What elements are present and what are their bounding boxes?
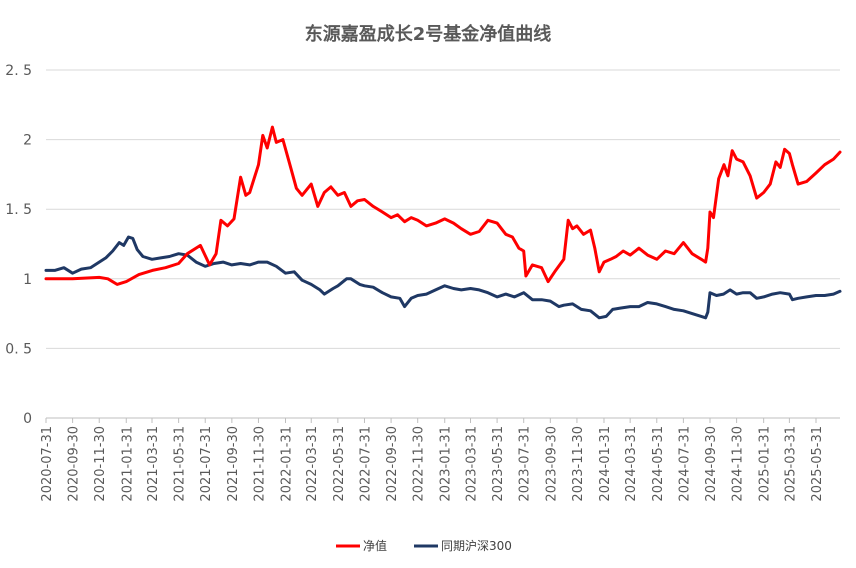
x-tick-label: 2023-03-31 (464, 426, 479, 502)
x-tick-label: 2025-05-31 (810, 426, 825, 502)
x-tick-label: 2022-05-31 (332, 426, 347, 502)
legend: 净值 同期沪深300 (336, 538, 512, 553)
x-tick-label: 2025-01-31 (758, 426, 773, 502)
x-tick-label: 2024-01-31 (598, 426, 613, 502)
x-tick-label: 2022-01-31 (280, 426, 295, 502)
x-tick-label: 2022-03-31 (305, 426, 320, 502)
x-tick-label: 2023-11-30 (571, 426, 586, 502)
x-tick-label: 2020-07-31 (40, 426, 55, 502)
y-tick-label: 0. 5 (5, 341, 32, 357)
x-tick-label: 2021-09-30 (226, 426, 241, 502)
x-tick-label: 2022-09-30 (385, 426, 400, 502)
y-axis-ticks: 0 0. 5 1 1. 5 2 2. 5 (5, 63, 32, 427)
x-tick-label: 2021-01-31 (120, 426, 135, 502)
legend-label: 净值 (363, 538, 387, 553)
x-tick-label: 2022-07-31 (358, 426, 373, 502)
x-tick-label: 2024-07-31 (677, 426, 692, 502)
x-tick-label: 2023-07-31 (518, 426, 533, 502)
gridlines (46, 69, 840, 419)
x-tick-label: 2024-11-30 (731, 426, 746, 502)
y-tick-label: 2. 5 (5, 63, 32, 79)
y-tick-label: 0 (23, 411, 32, 427)
x-tick-label: 2021-05-31 (173, 426, 188, 502)
chart-title: 东源嘉盈成长2号基金净值曲线 (305, 23, 552, 45)
x-tick-label: 2024-09-30 (704, 426, 719, 502)
y-tick-label: 2 (23, 133, 32, 149)
x-tick-label: 2025-03-31 (783, 426, 798, 502)
legend-label: 同期沪深300 (441, 539, 512, 553)
series-line (44, 125, 842, 286)
y-tick-label: 1 (23, 272, 32, 288)
x-tick-label: 2020-09-30 (67, 426, 82, 502)
series-lines (44, 125, 842, 320)
x-tick-label: 2021-11-30 (252, 426, 267, 502)
x-tick-label: 2020-11-30 (93, 426, 108, 502)
x-tick-label: 2024-05-31 (651, 426, 666, 502)
x-tick-label: 2021-07-31 (199, 426, 214, 502)
y-tick-label: 1. 5 (5, 202, 32, 218)
x-tick-label: 2023-01-31 (439, 426, 454, 502)
x-tick-label: 2021-03-31 (146, 426, 161, 502)
x-tick-label: 2024-03-31 (624, 426, 639, 502)
x-tick-label: 2023-09-30 (544, 426, 559, 502)
series-line (44, 235, 842, 320)
x-tick-label: 2022-11-30 (412, 426, 427, 502)
x-axis-ticks: 2020-07-31 2020-09-30 2020-11-30 2021-01-31… (40, 417, 840, 502)
x-tick-label: 2023-05-31 (491, 426, 506, 502)
